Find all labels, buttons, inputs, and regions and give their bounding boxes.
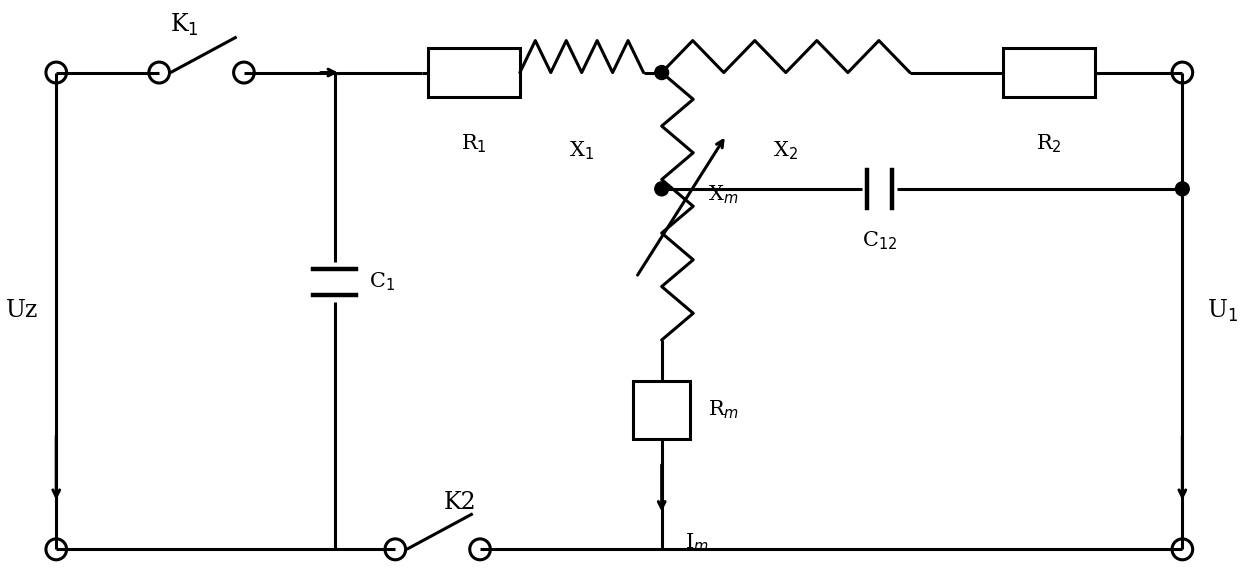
Text: C$_1$: C$_1$ bbox=[370, 271, 396, 293]
Text: R$_m$: R$_m$ bbox=[708, 399, 739, 421]
Text: X$_m$: X$_m$ bbox=[708, 183, 738, 206]
Text: U$_1$: U$_1$ bbox=[1207, 298, 1238, 324]
Text: I$_m$: I$_m$ bbox=[684, 532, 708, 555]
Circle shape bbox=[1176, 182, 1189, 196]
Circle shape bbox=[655, 66, 668, 79]
Text: K$_1$: K$_1$ bbox=[170, 12, 198, 38]
Text: R$_2$: R$_2$ bbox=[1037, 132, 1063, 155]
Text: C$_{12}$: C$_{12}$ bbox=[862, 230, 898, 252]
Text: K2: K2 bbox=[444, 491, 477, 514]
Bar bbox=[1003, 48, 1095, 97]
Text: Uz: Uz bbox=[6, 299, 38, 322]
Bar bbox=[634, 381, 691, 439]
Text: X$_2$: X$_2$ bbox=[774, 140, 799, 162]
Text: X$_1$: X$_1$ bbox=[569, 140, 594, 162]
Bar bbox=[428, 48, 520, 97]
Text: R$_1$: R$_1$ bbox=[461, 132, 487, 155]
Circle shape bbox=[655, 182, 668, 196]
